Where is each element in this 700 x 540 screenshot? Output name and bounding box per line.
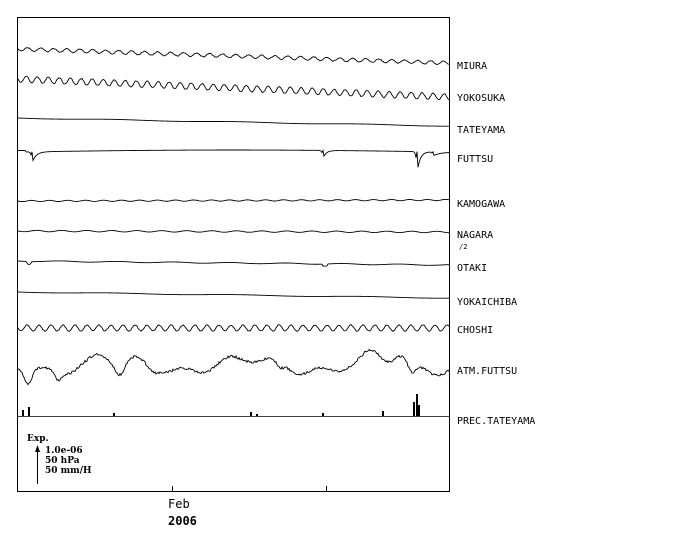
series-label-layer: MIURA YOKOSUKA TATEYAMA FUTTSU KAMOGAWA NAGAR… <box>457 61 535 427</box>
series-line-yokaichiba <box>17 291 449 299</box>
scale-legend-line-1: 1.0e-06 <box>45 446 83 456</box>
series-line-futtsu <box>18 148 450 168</box>
scale-legend: Exp. 1.0e-06 50 hPa 50 mm/H <box>27 434 92 484</box>
series-label-choshi: CHOSHI <box>457 325 493 336</box>
x-axis-month-label: Feb <box>168 497 190 511</box>
precip-bar <box>28 407 30 416</box>
series-line-atm-futtsu <box>17 348 450 386</box>
series-label-tateyama: TATEYAMA <box>457 125 505 136</box>
series-line-kamogawa <box>17 198 450 203</box>
precip-bar <box>22 410 24 416</box>
series-label-futtsu: FUTTSU <box>457 154 493 165</box>
precip-bar <box>413 402 415 416</box>
series-line-otaki <box>17 260 450 267</box>
precip-bar <box>416 394 418 416</box>
series-label-kamogawa: KAMOGAWA <box>457 199 505 210</box>
precip-bar <box>256 414 258 416</box>
series-label-miura: MIURA <box>457 61 487 72</box>
series-line-miura <box>17 47 450 65</box>
precip-bar <box>250 412 252 416</box>
series-line-choshi <box>17 324 450 332</box>
series-line-nagara <box>17 229 450 234</box>
precip-bar <box>382 411 384 416</box>
series-label-prec-tateyama: PREC.TATEYAMA <box>457 416 535 427</box>
scale-arrowhead-icon <box>35 445 40 452</box>
scale-legend-line-3: 50 mm/H <box>45 466 92 476</box>
series-label-yokosuka: YOKOSUKA <box>457 93 505 104</box>
series-layer <box>17 47 450 416</box>
scale-legend-line-2: 50 hPa <box>45 456 80 466</box>
series-label-yokaichiba: YOKAICHIBA <box>457 297 517 308</box>
series-scale-note-nagara: /2 <box>459 243 467 251</box>
precip-bar <box>322 413 324 416</box>
series-label-atm-futtsu: ATM.FUTTSU <box>457 366 517 377</box>
plot-frame <box>17 17 450 492</box>
series-label-otaki: OTAKI <box>457 263 487 274</box>
x-axis-year-label: 2006 <box>168 514 197 528</box>
precip-bar <box>113 413 115 416</box>
series-line-yokosuka <box>17 75 450 101</box>
series-label-nagara: NAGARA <box>457 230 493 241</box>
series-line-tateyama <box>17 117 449 127</box>
scale-legend-title: Exp. <box>27 434 49 444</box>
precip-bar <box>418 405 420 416</box>
